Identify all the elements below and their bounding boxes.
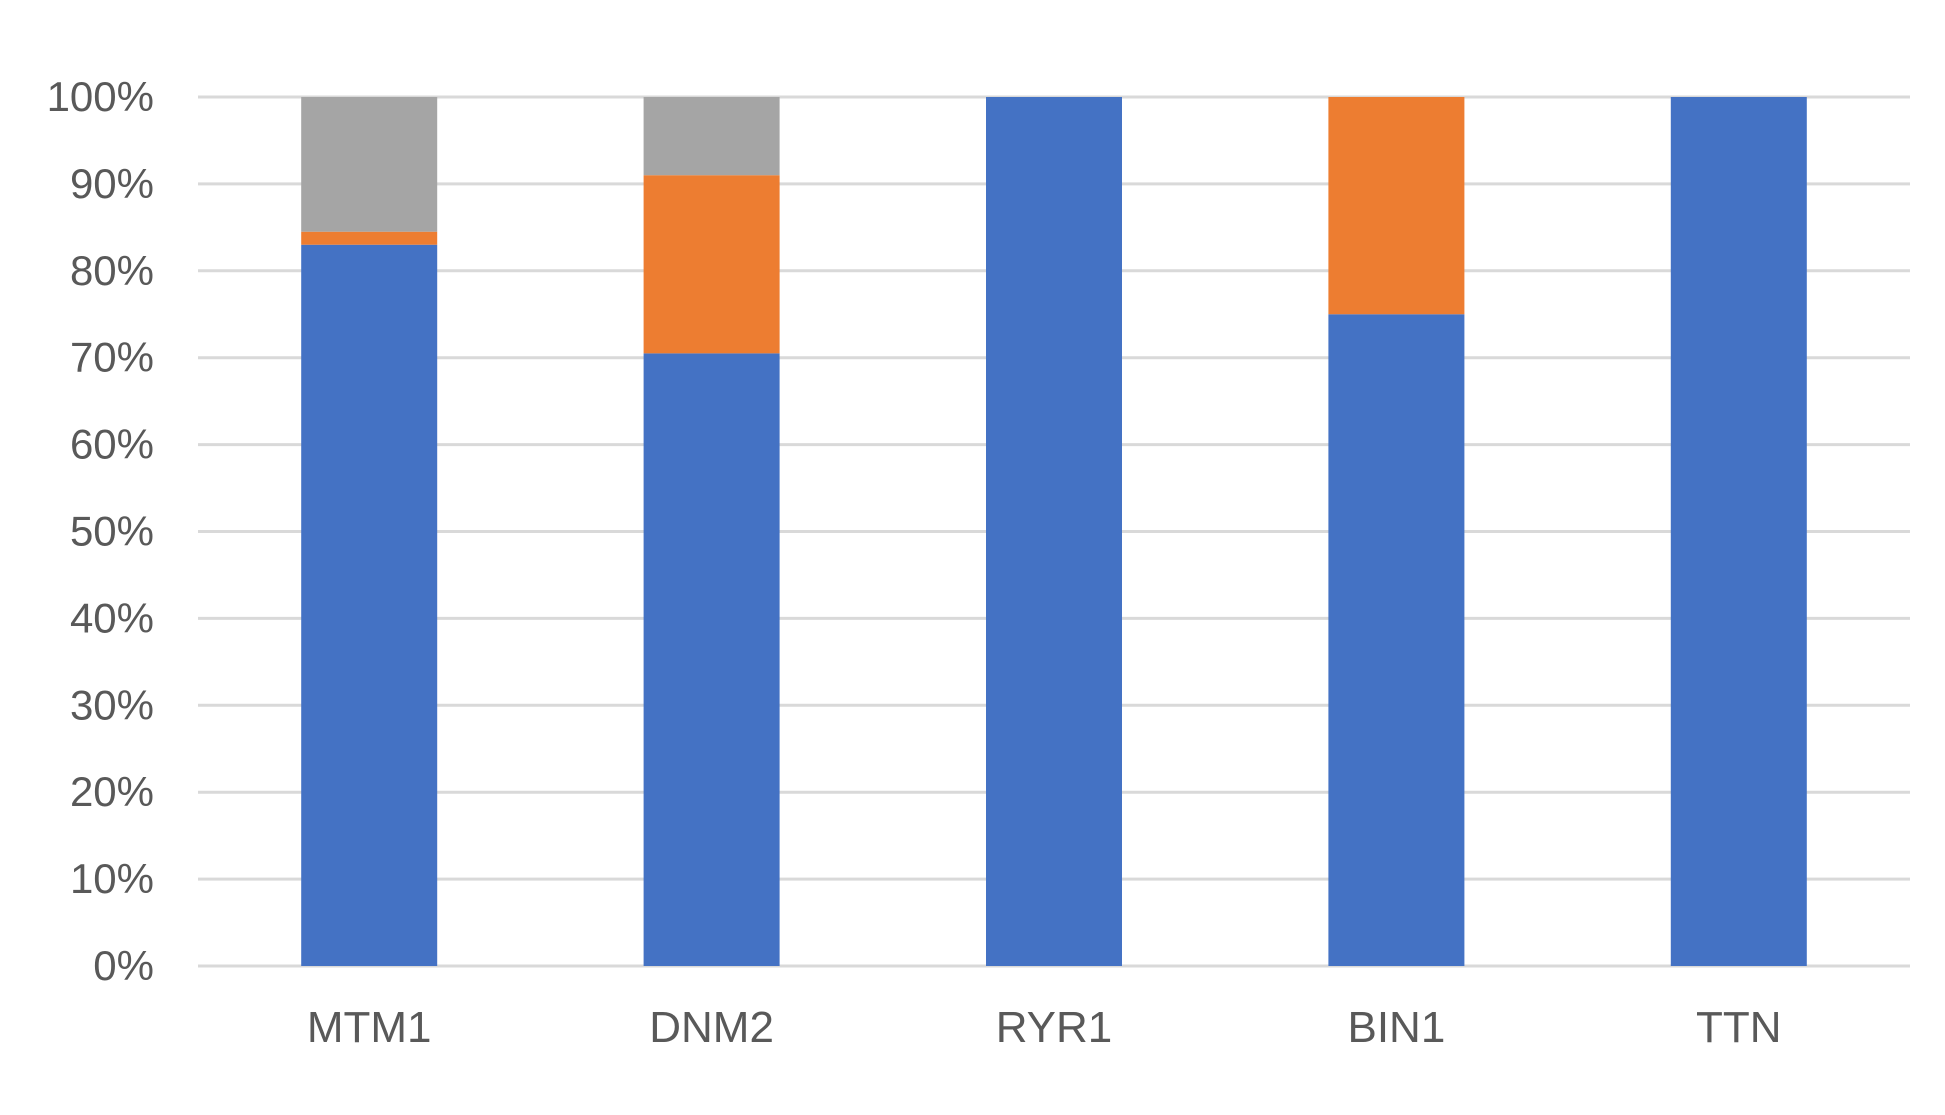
x-axis-category-labels: MTM1 DNM2 RYR1 BIN1 TTN <box>307 1003 1782 1052</box>
y-tick-label: 30% <box>70 681 154 728</box>
y-tick-label: 90% <box>70 160 154 207</box>
y-tick-label: 10% <box>70 855 154 902</box>
bar-segment-bin1-series-1 <box>1328 314 1465 966</box>
y-tick-label: 20% <box>70 768 154 815</box>
y-axis-tick-labels: 0% 10% 20% 30% 40% 50% 60% 70% 80% 90% 100% <box>47 73 154 989</box>
bar-segment-ttn-series-1 <box>1670 97 1807 966</box>
y-tick-label: 70% <box>70 334 154 381</box>
x-category-label: RYR1 <box>996 1003 1113 1052</box>
bar-segment-bin1-series-2 <box>1328 97 1465 315</box>
y-tick-label: 60% <box>70 421 154 468</box>
bar-segment-mtm1-series-2 <box>301 231 438 245</box>
bar-segment-dnm2-series-1 <box>643 353 780 967</box>
x-category-label: DNM2 <box>649 1003 774 1052</box>
bar-segment-mtm1-series-1 <box>301 244 438 967</box>
bar-segment-mtm1-series-3 <box>301 97 438 232</box>
y-tick-label: 40% <box>70 594 154 641</box>
y-tick-label: 50% <box>70 508 154 555</box>
bar-segment-ryr1-series-1 <box>986 97 1122 966</box>
bars <box>301 97 1807 967</box>
bar-segment-dnm2-series-2 <box>643 175 780 354</box>
y-tick-label: 100% <box>47 73 154 120</box>
y-tick-label: 0% <box>93 942 154 989</box>
x-category-label: MTM1 <box>307 1003 432 1052</box>
x-category-label: TTN <box>1696 1003 1782 1052</box>
bar-segment-dnm2-series-3 <box>643 97 780 176</box>
y-tick-label: 80% <box>70 247 154 294</box>
x-category-label: BIN1 <box>1347 1003 1445 1052</box>
